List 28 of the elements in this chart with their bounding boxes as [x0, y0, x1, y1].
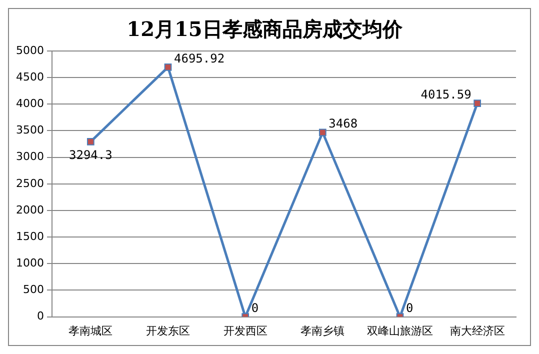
data-label: 4015.59 [420, 87, 472, 102]
data-label: 0 [406, 300, 414, 315]
x-tick-label: 南大经济区 [450, 324, 505, 338]
x-tick-label: 双峰山旅游区 [367, 324, 433, 338]
x-tick-label: 孝南城区 [68, 324, 113, 338]
y-tick-label: 500 [22, 283, 44, 296]
point [164, 63, 172, 71]
y-tick-label: 1500 [16, 230, 44, 243]
y-tick-label: 4000 [16, 97, 44, 110]
y-tick-label: 1000 [16, 256, 44, 270]
data-label: 3294.3 [68, 148, 112, 162]
y-tick-label: 2500 [16, 176, 44, 190]
point [318, 128, 326, 136]
chart-title: 12月15日孝感商品房成交均价 [126, 17, 404, 42]
x-tick-label: 孝南乡镇 [300, 324, 345, 338]
data-label: 4695.92 [174, 51, 225, 66]
point [86, 138, 94, 146]
data-label: 3468 [328, 116, 358, 131]
x-tick-label: 开发西区 [223, 324, 268, 338]
point [474, 100, 482, 108]
y-tick-label: 4500 [16, 70, 44, 84]
y-tick-label: 5000 [16, 44, 44, 57]
x-tick-label: 开发东区 [146, 324, 190, 338]
y-tick-label: 0 [36, 310, 44, 323]
data-label: 0 [251, 300, 259, 315]
y-tick-label: 3000 [16, 150, 44, 164]
y-tick-label: 2000 [16, 203, 44, 216]
y-tick-label: 3500 [16, 124, 44, 137]
